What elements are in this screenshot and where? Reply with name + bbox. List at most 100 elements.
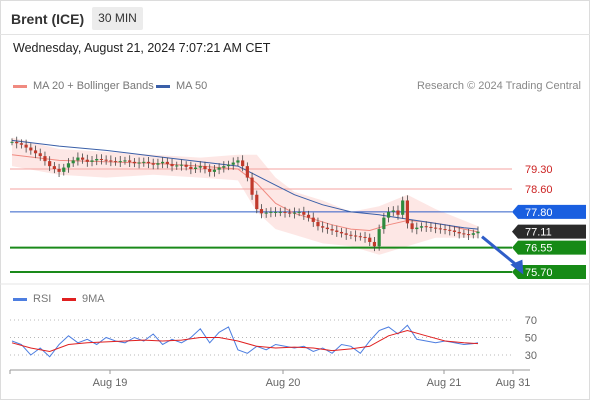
candle-body bbox=[306, 214, 311, 218]
candle-body bbox=[283, 211, 287, 213]
level-tag-3 bbox=[512, 224, 586, 239]
x-axis-label: Aug 20 bbox=[266, 377, 301, 389]
candle-body bbox=[288, 212, 292, 214]
candle-body bbox=[203, 166, 207, 169]
candle-body bbox=[128, 160, 132, 162]
candle-body bbox=[316, 221, 320, 227]
candle-body bbox=[264, 212, 268, 214]
report-datetime: Wednesday, August 21, 2024 7:07:21 AM CE… bbox=[13, 41, 271, 55]
candle-body bbox=[424, 226, 428, 228]
candle-body bbox=[410, 223, 414, 230]
candle-body bbox=[448, 229, 452, 231]
instrument-title: Brent (ICE) bbox=[11, 11, 85, 27]
legend-rsi-ma: 9MA bbox=[62, 293, 105, 305]
rsi-tick-label: 70 bbox=[525, 315, 537, 327]
candle-body bbox=[339, 231, 344, 234]
candle-body bbox=[226, 164, 231, 167]
candle-body bbox=[71, 160, 75, 164]
candle-body bbox=[193, 167, 198, 169]
candle-body bbox=[354, 235, 358, 237]
candle-body bbox=[419, 226, 424, 228]
candle-body bbox=[118, 161, 122, 163]
candle-body bbox=[10, 141, 14, 143]
candle-body bbox=[273, 211, 278, 213]
ma50-swatch bbox=[156, 84, 170, 88]
candle-body bbox=[401, 200, 405, 215]
candle-body bbox=[179, 164, 184, 166]
candle-body bbox=[330, 229, 334, 231]
candle-body bbox=[363, 236, 367, 238]
candle-body bbox=[292, 212, 297, 214]
candle-body bbox=[434, 227, 438, 229]
candle-body bbox=[184, 164, 188, 167]
candle-body bbox=[476, 231, 480, 234]
projection-arrow-head bbox=[510, 259, 524, 275]
projection-arrow-shaft bbox=[481, 235, 520, 268]
candle-body bbox=[217, 167, 221, 170]
candle-body bbox=[443, 229, 447, 231]
candle-body bbox=[245, 166, 249, 178]
candle-body bbox=[391, 210, 395, 212]
candle-body bbox=[99, 158, 104, 160]
candle-body bbox=[142, 161, 146, 163]
rsi-ma-line bbox=[11, 329, 479, 353]
candle-body bbox=[137, 162, 141, 164]
candle-body bbox=[85, 159, 89, 162]
candle-body bbox=[344, 233, 348, 235]
candle-body bbox=[156, 163, 160, 165]
x-axis-label: Aug 21 bbox=[427, 377, 462, 389]
rsi-line bbox=[11, 324, 479, 358]
rsi-tick-label: 30 bbox=[525, 350, 537, 362]
candle-body bbox=[66, 163, 71, 168]
candle-body bbox=[90, 160, 94, 162]
candle-body bbox=[208, 169, 212, 172]
candle-body bbox=[43, 156, 47, 162]
candle-body bbox=[146, 161, 151, 164]
rsi-swatch bbox=[13, 297, 27, 301]
candle-body bbox=[297, 211, 301, 213]
level-label-4: 76.55 bbox=[525, 243, 553, 255]
candle-body bbox=[415, 227, 419, 230]
candle-body bbox=[372, 241, 377, 247]
ma20-swatch bbox=[13, 84, 27, 88]
candle-body bbox=[48, 161, 52, 167]
rsi-tick-label: 50 bbox=[525, 333, 537, 345]
candle-body bbox=[24, 144, 28, 148]
x-axis-label: Aug 19 bbox=[93, 377, 128, 389]
candle-body bbox=[269, 211, 273, 213]
candle-body bbox=[33, 150, 38, 154]
candle-body bbox=[212, 169, 217, 172]
candle-body bbox=[452, 230, 457, 232]
candle-body bbox=[95, 158, 99, 161]
candle-body bbox=[325, 227, 329, 230]
level-label-2: 77.80 bbox=[525, 207, 553, 219]
level-label-1: 78.60 bbox=[525, 184, 553, 196]
candle-body bbox=[457, 231, 461, 234]
candle-body bbox=[368, 237, 372, 242]
candle-body bbox=[170, 163, 174, 167]
candle-body bbox=[198, 166, 202, 168]
level-label-5: 75.70 bbox=[525, 267, 553, 279]
candle-body bbox=[175, 165, 179, 167]
candle-body bbox=[259, 209, 264, 214]
candle-body bbox=[15, 141, 19, 144]
candle-body bbox=[255, 194, 259, 210]
candle-body bbox=[349, 234, 353, 236]
candle-body bbox=[161, 161, 165, 164]
candle-body bbox=[311, 217, 315, 222]
research-credit: Research © 2024 Trading Central bbox=[416, 80, 581, 92]
x-axis-label: Aug 31 bbox=[496, 377, 531, 389]
level-label-0: 79.30 bbox=[525, 164, 553, 176]
legend-ma20: MA 20 + Bollinger Bands bbox=[13, 80, 154, 92]
candle-body bbox=[123, 160, 127, 162]
candle-body bbox=[189, 166, 193, 169]
timeframe-button[interactable]: 30 MIN bbox=[92, 7, 143, 30]
candle-body bbox=[104, 159, 108, 161]
candle-body bbox=[19, 143, 24, 145]
rsi-ma-swatch bbox=[62, 297, 76, 301]
candle-body bbox=[62, 167, 66, 172]
candle-body bbox=[438, 228, 442, 230]
candle-body bbox=[113, 161, 118, 163]
candle-body bbox=[462, 233, 466, 235]
candle-body bbox=[29, 147, 33, 151]
